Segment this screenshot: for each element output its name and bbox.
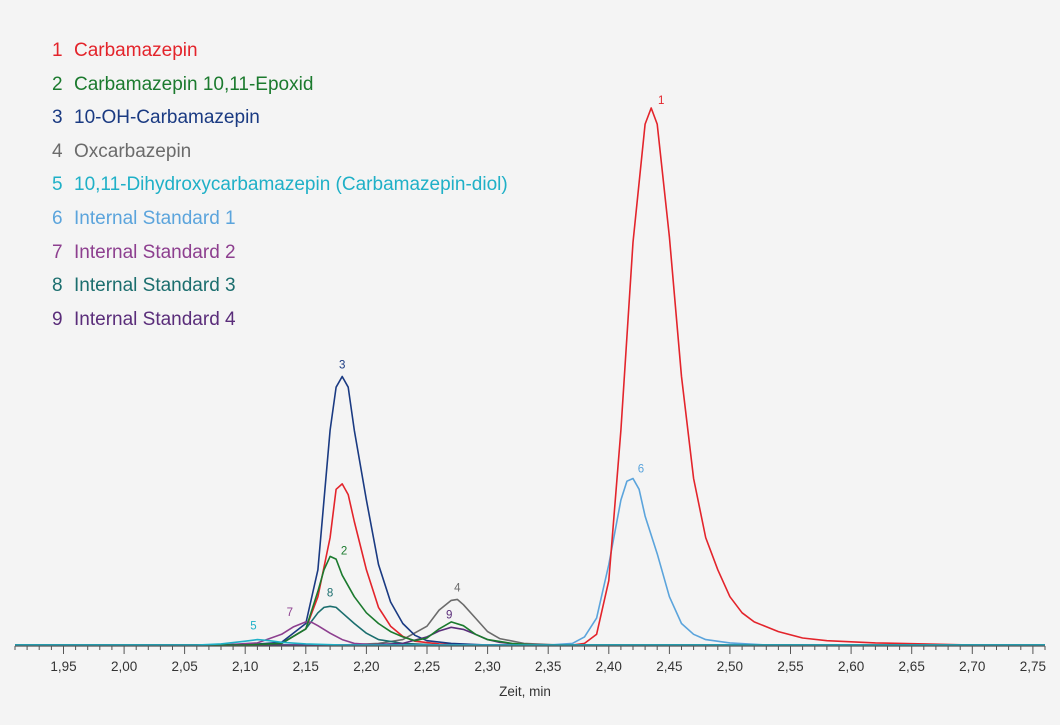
series-line-3 <box>15 375 1045 646</box>
peak-label-8: 8 <box>327 587 333 599</box>
legend-number: 4 <box>52 140 63 162</box>
x-tick-label: 2,05 <box>171 659 197 674</box>
peak-label-5: 5 <box>250 621 256 633</box>
series-line-2 <box>15 555 1045 646</box>
legend-label: Internal Standard 2 <box>74 241 236 263</box>
series-line-8 <box>15 605 1045 646</box>
x-ticks: 1,95 2,00 2,05 2,10 2,15 2,20 2,25 2,30 2,35 2,40… <box>14 646 1046 674</box>
x-tick-label: 1,95 <box>50 659 76 674</box>
peak-label-4: 4 <box>454 582 461 594</box>
x-axis-title: Zeit, min <box>499 684 551 699</box>
legend-item: 9 Internal Standard 4 <box>52 303 508 337</box>
x-tick-label: 2,55 <box>777 659 803 674</box>
series-line-5 <box>15 638 1045 646</box>
legend-label: Oxcarbazepin <box>74 140 192 162</box>
legend-number: 3 <box>52 107 63 129</box>
x-tick-label: 2,20 <box>353 659 379 674</box>
legend-label: Carbamazepin 10,11-Epoxid <box>74 73 314 95</box>
legend-number: 2 <box>52 73 63 95</box>
peak-labels: 4 6 1 3 8 7 9 2 5 <box>250 95 664 633</box>
series-line-7 <box>15 621 1045 646</box>
legend-number: 9 <box>52 308 63 330</box>
x-tick-label: 2,40 <box>596 659 622 674</box>
peak-label-3: 3 <box>339 360 345 372</box>
legend-number: 6 <box>52 207 63 229</box>
legend-label: Carbamazepin <box>74 40 198 61</box>
legend-item: 2 Carbamazepin 10,11-Epoxid <box>52 68 508 102</box>
legend-item: 5 10,11-Dihydroxycarbamazepin (Carbamazep… <box>52 168 508 202</box>
legend-label: Internal Standard 4 <box>74 308 236 330</box>
legend-label: Internal Standard 3 <box>74 275 236 297</box>
legend-item: 3 10-OH-Carbamazepin <box>52 101 508 135</box>
series-line-9 <box>15 626 1045 646</box>
series-line-6 <box>15 477 1045 646</box>
x-tick-label: 2,45 <box>656 659 682 674</box>
peak-label-1: 1 <box>658 95 664 107</box>
peak-label-2: 2 <box>341 545 347 557</box>
x-tick-label: 2,75 <box>1020 659 1046 674</box>
legend-label: 10-OH-Carbamazepin <box>74 107 260 129</box>
legend-label: Internal Standard 1 <box>74 207 236 229</box>
x-tick-label: 2,70 <box>959 659 985 674</box>
series-line-4 <box>15 598 1045 646</box>
legend-item: 7 Internal Standard 2 <box>52 236 508 270</box>
x-tick-label: 2,10 <box>232 659 258 674</box>
legend-number: 7 <box>52 241 63 263</box>
x-tick-label: 2,65 <box>899 659 925 674</box>
legend-label: 10,11-Dihydroxycarbamazepin (Carbamazepi… <box>74 174 508 196</box>
legend-item: 4 Oxcarbazepin <box>52 135 508 169</box>
legend-number: 8 <box>52 275 63 297</box>
legend-item: 1 Carbamazepin <box>52 34 508 68</box>
x-tick-label: 2,60 <box>838 659 864 674</box>
x-tick-label: 2,00 <box>111 659 137 674</box>
curves <box>15 107 1045 646</box>
series-line-1 <box>15 107 1045 646</box>
legend-number: 1 <box>52 40 63 61</box>
x-tick-label: 2,25 <box>414 659 440 674</box>
peak-label-6: 6 <box>638 464 644 476</box>
legend-item: 6 Internal Standard 1 <box>52 202 508 236</box>
legend-number: 5 <box>52 174 63 196</box>
peak-label-7: 7 <box>287 607 293 619</box>
legend-item: 8 Internal Standard 3 <box>52 269 508 303</box>
x-tick-label: 2,30 <box>474 659 500 674</box>
x-tick-label: 2,15 <box>293 659 319 674</box>
x-tick-label: 2,50 <box>717 659 743 674</box>
legend: 1 Carbamazepin 2 Carbamazepin 10,11-Epoxid 3… <box>52 34 508 336</box>
peak-label-9: 9 <box>446 609 452 621</box>
x-tick-label: 2,35 <box>535 659 561 674</box>
